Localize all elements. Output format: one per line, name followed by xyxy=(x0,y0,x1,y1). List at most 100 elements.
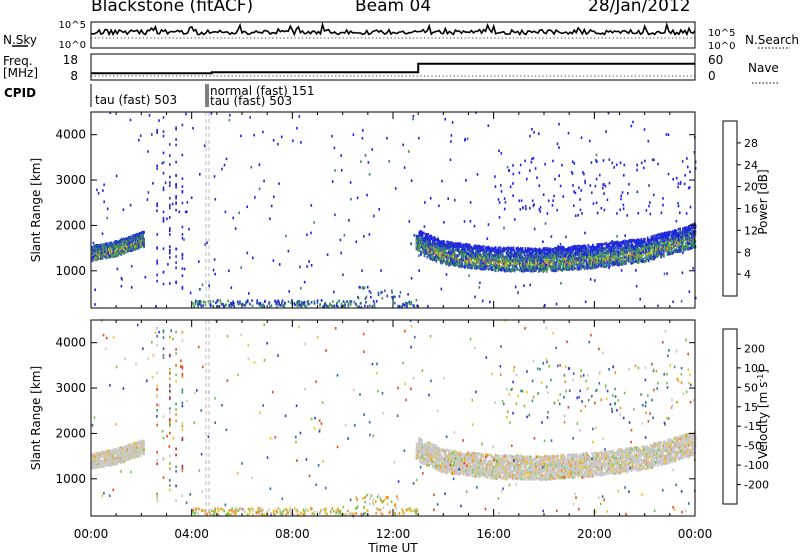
power-echo-cell xyxy=(468,256,471,260)
power-echo-cell xyxy=(469,252,472,255)
power-echo-cell xyxy=(478,266,481,270)
power-echo-cell xyxy=(143,243,145,247)
power-echo-cell xyxy=(139,239,142,243)
power-echo-cell xyxy=(478,258,481,261)
power-echo-cell xyxy=(431,244,433,248)
power-echo-cell xyxy=(95,249,98,253)
power-echo-cell xyxy=(421,238,424,242)
power-echo-cell xyxy=(443,244,446,248)
power-echo-cell xyxy=(91,252,94,255)
power-echo-cell xyxy=(428,252,430,256)
power-echo-cell xyxy=(128,248,131,251)
power-echo-cell xyxy=(436,247,438,251)
power-echo-cell xyxy=(140,245,143,249)
power-echo-cell xyxy=(420,233,422,236)
power-echo-cell xyxy=(132,238,134,242)
power-echo-cell xyxy=(457,244,459,247)
power-echo-cell xyxy=(424,248,427,251)
power-echo-cell xyxy=(432,252,435,255)
power-echo-cell xyxy=(475,267,477,270)
power-echo-cell xyxy=(477,254,480,258)
power-echo-cell xyxy=(139,236,142,239)
power-echo-cell xyxy=(502,257,504,261)
power-echo-cell xyxy=(430,250,432,253)
power-echo-cell xyxy=(477,247,480,250)
noise-panel-frame xyxy=(90,21,696,49)
power-echo-cell xyxy=(428,248,430,251)
power-echo-cell xyxy=(501,256,503,259)
power-echo-cell xyxy=(494,246,497,249)
power-echo-cell xyxy=(504,248,507,251)
power-echo-cell xyxy=(108,249,110,252)
power-echo-cell xyxy=(658,250,661,253)
power-echo-cell xyxy=(495,261,498,264)
power-echo-cell xyxy=(106,246,108,250)
power-echo-cell xyxy=(112,246,115,250)
power-echo-cell xyxy=(112,255,115,258)
power-echo-cell xyxy=(424,242,427,245)
power-echo-cell xyxy=(421,232,424,235)
power-echo-cell xyxy=(457,242,459,245)
power-echo-cell xyxy=(440,261,442,265)
power-echo-cell xyxy=(114,244,116,248)
power-echo-cell xyxy=(108,244,110,247)
power-echo-cell xyxy=(625,256,627,259)
power-echo-cell xyxy=(470,260,473,263)
power-echo-cell xyxy=(136,239,138,243)
power-echo-cell xyxy=(469,261,472,264)
power-echo-cell xyxy=(470,256,473,259)
power-echo-cell xyxy=(125,243,127,246)
power-echo-cell xyxy=(471,249,474,253)
power-echo-cell xyxy=(109,246,112,249)
power-echo-cell xyxy=(430,243,432,246)
power-echo-cell xyxy=(485,258,487,262)
power-echo-cell xyxy=(510,263,512,266)
power-echo-cell xyxy=(130,247,133,251)
power-echo-cell xyxy=(448,251,450,255)
power-echo-cell xyxy=(491,246,493,250)
power-echo-cell xyxy=(474,264,476,267)
power-echo-cell xyxy=(500,260,502,264)
power-echo-cell xyxy=(126,240,128,243)
power-echo-cell xyxy=(127,247,129,251)
power-echo-cell xyxy=(572,268,574,271)
power-echo-cell xyxy=(500,253,502,257)
power-echo-cell xyxy=(121,240,124,243)
power-echo-cell xyxy=(437,240,439,244)
power-echo-cell xyxy=(506,256,509,260)
power-echo-cell xyxy=(419,240,421,243)
power-echo-cell xyxy=(469,255,472,258)
power-echo-cell xyxy=(415,243,418,247)
power-echo-cell xyxy=(488,266,491,269)
power-echo-cell xyxy=(506,254,509,258)
power-echo-cell xyxy=(507,249,509,252)
power-echo-cell xyxy=(446,243,448,247)
power-echo-cell xyxy=(495,249,498,253)
power-echo-cell xyxy=(439,246,441,250)
power-echo-cell xyxy=(487,255,490,259)
power-echo-cell xyxy=(101,246,104,250)
power-echo-cell xyxy=(122,251,125,254)
power-echo-cell xyxy=(130,236,133,240)
power-echo-cell xyxy=(431,248,434,252)
power-echo-cell xyxy=(649,248,652,252)
power-echo-cell xyxy=(102,249,105,253)
power-echo-cell xyxy=(508,254,510,257)
power-echo-cell xyxy=(488,246,491,250)
power-echo-cell xyxy=(463,259,465,263)
power-echo-cell xyxy=(124,238,126,241)
power-echo-cell xyxy=(424,236,427,240)
power-echo-cell xyxy=(447,254,449,257)
power-echo-cell xyxy=(455,260,457,263)
power-echo-cell xyxy=(422,251,425,254)
power-echo-cell xyxy=(462,251,465,254)
power-echo-cell xyxy=(423,240,426,243)
power-echo-cell xyxy=(120,247,123,250)
power-echo-cell xyxy=(644,256,646,259)
power-echo-cell xyxy=(91,256,93,260)
power-echo-cell xyxy=(100,247,103,251)
power-echo-cell xyxy=(472,261,474,265)
power-echo-cell xyxy=(132,243,134,247)
power-echo-cell xyxy=(126,243,128,246)
power-echo-cell xyxy=(473,255,475,259)
